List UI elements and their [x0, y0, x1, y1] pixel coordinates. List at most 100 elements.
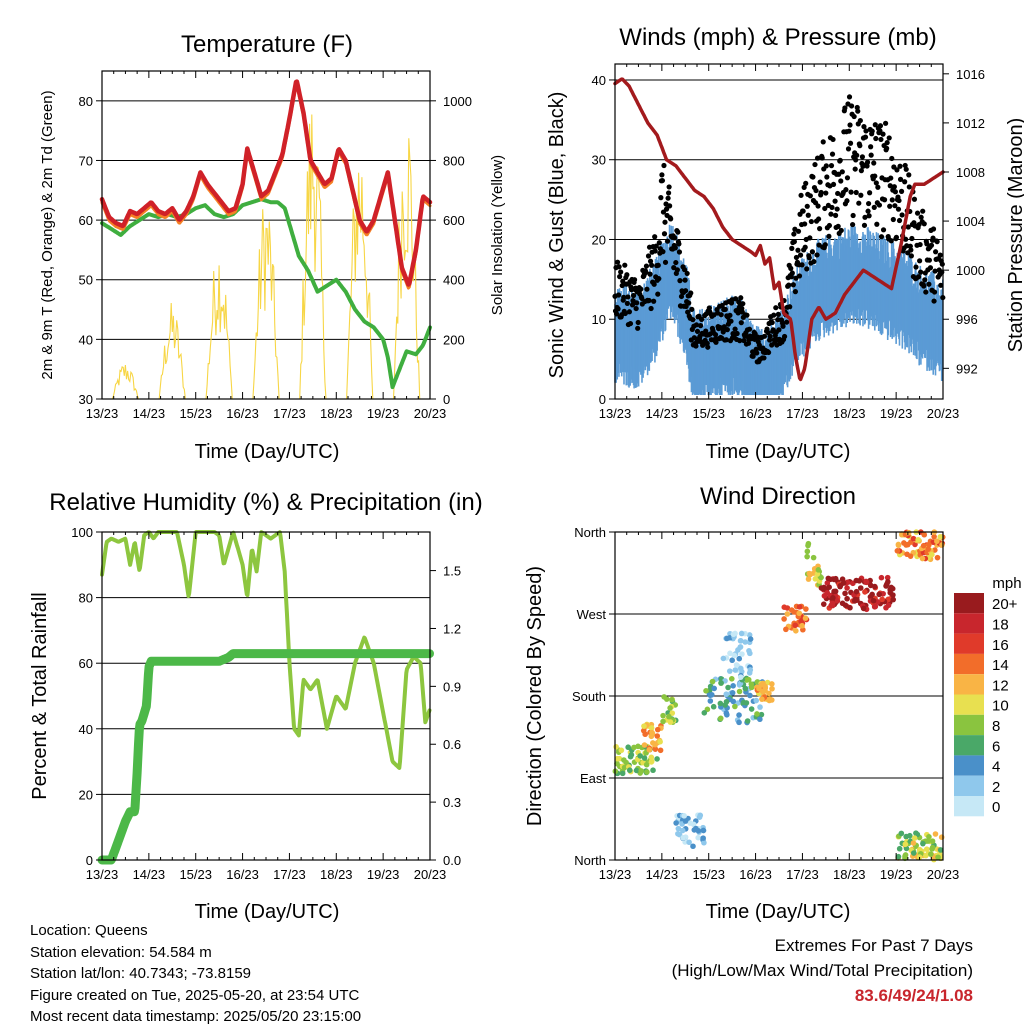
direction-point: [826, 584, 832, 590]
gust-point: [930, 235, 936, 241]
y-right-tick-label: 200: [443, 332, 465, 347]
gust-point: [652, 248, 658, 254]
gust-point: [627, 320, 634, 327]
gust-point: [814, 252, 820, 258]
direction-point: [701, 839, 707, 846]
legend-label: 18: [992, 616, 1009, 633]
direction-point: [934, 538, 940, 545]
direction-point: [660, 712, 666, 719]
direction-point: [742, 639, 748, 645]
temperature-xlabel: Time (Day/UTC): [195, 441, 340, 463]
gust-point: [880, 131, 886, 137]
gust-point: [843, 187, 849, 193]
direction-point: [862, 589, 868, 595]
gust-point: [652, 234, 658, 240]
x-tick-label: 14/23: [133, 406, 166, 421]
direction-point: [925, 838, 931, 844]
legend-swatch: [954, 735, 984, 756]
gust-point: [690, 317, 696, 323]
gust-point: [807, 193, 813, 199]
gust-point: [769, 319, 775, 326]
gust-point: [846, 94, 853, 100]
extremes-box: Extremes For Past 7 Days (High/Low/Max W…: [672, 933, 973, 1008]
gust-point: [850, 221, 856, 228]
gust-point: [750, 353, 756, 359]
x-tick-label: 19/23: [367, 867, 400, 882]
gust-point: [866, 213, 872, 219]
y-right-tick-label: 600: [443, 213, 465, 228]
direction-point: [681, 813, 687, 819]
info-latlon: Station lat/lon: 40.7343; -73.8159: [30, 965, 252, 982]
gust-point: [856, 200, 862, 206]
gust-point: [798, 192, 804, 198]
gust-point: [666, 190, 672, 196]
gust-point: [832, 198, 838, 204]
gust-point: [651, 281, 657, 287]
direction-point: [895, 542, 902, 549]
gust-point: [873, 180, 879, 186]
gust-point: [914, 210, 921, 216]
gust-point: [820, 139, 826, 145]
direction-point: [910, 840, 917, 846]
gust-point: [660, 249, 666, 255]
direction-point: [842, 590, 848, 597]
direction-point: [648, 759, 655, 765]
gust-point: [867, 190, 873, 196]
legend-swatch: [954, 796, 984, 817]
gust-point: [844, 198, 850, 204]
direction-point: [641, 755, 648, 761]
gust-point: [837, 157, 843, 163]
gust-point: [924, 241, 930, 247]
direction-point: [804, 548, 811, 555]
direction-series: [612, 529, 946, 863]
gust-point: [796, 273, 803, 279]
direction-point: [878, 574, 885, 581]
y-right-tick-label: 800: [443, 153, 465, 168]
gust-point: [810, 174, 816, 180]
y-tick-label: 20: [592, 232, 606, 247]
y-tick-label: West: [577, 607, 607, 622]
direction-point: [937, 847, 944, 853]
direction-point: [613, 743, 619, 750]
gust-point: [734, 330, 740, 337]
gust-point: [928, 242, 935, 248]
gust-point: [863, 128, 869, 134]
humidity-ylabel-left: Percent & Total Rainfall: [29, 592, 51, 800]
direction-point: [796, 604, 803, 610]
gust-point: [800, 208, 806, 214]
gust-point: [744, 312, 750, 318]
direction-point: [756, 685, 762, 692]
direction-point: [710, 703, 717, 710]
direction-point: [654, 733, 661, 739]
direction-point: [680, 834, 686, 841]
direction-point: [725, 684, 731, 691]
gust-point: [883, 120, 889, 126]
direction-point: [739, 651, 745, 657]
direction-point: [781, 604, 788, 611]
direction-point: [922, 852, 929, 859]
gust-point: [675, 229, 681, 235]
gust-point: [663, 206, 670, 212]
y-right-tick-label: 0.9: [443, 679, 461, 694]
gust-point: [805, 212, 811, 218]
direction-point: [937, 534, 944, 540]
direction-point: [700, 835, 706, 841]
direction-point: [633, 767, 640, 774]
legend-label: 10: [992, 698, 1009, 715]
direction-point: [820, 601, 827, 607]
gust-point: [894, 167, 900, 173]
y-tick-label: 80: [79, 94, 93, 109]
gust-point: [666, 184, 672, 190]
gust-point: [686, 300, 692, 306]
x-tick-label: 18/23: [833, 406, 866, 421]
gust-point: [907, 243, 913, 249]
direction-point: [939, 542, 945, 548]
direction-point: [703, 687, 709, 694]
gust-point: [847, 122, 853, 128]
x-tick-label: 17/23: [786, 867, 819, 882]
gust-point: [662, 259, 669, 265]
gust-point: [814, 155, 821, 161]
y-tick-label: 0: [599, 392, 606, 407]
gust-point: [871, 160, 877, 166]
direction-point: [614, 755, 621, 762]
